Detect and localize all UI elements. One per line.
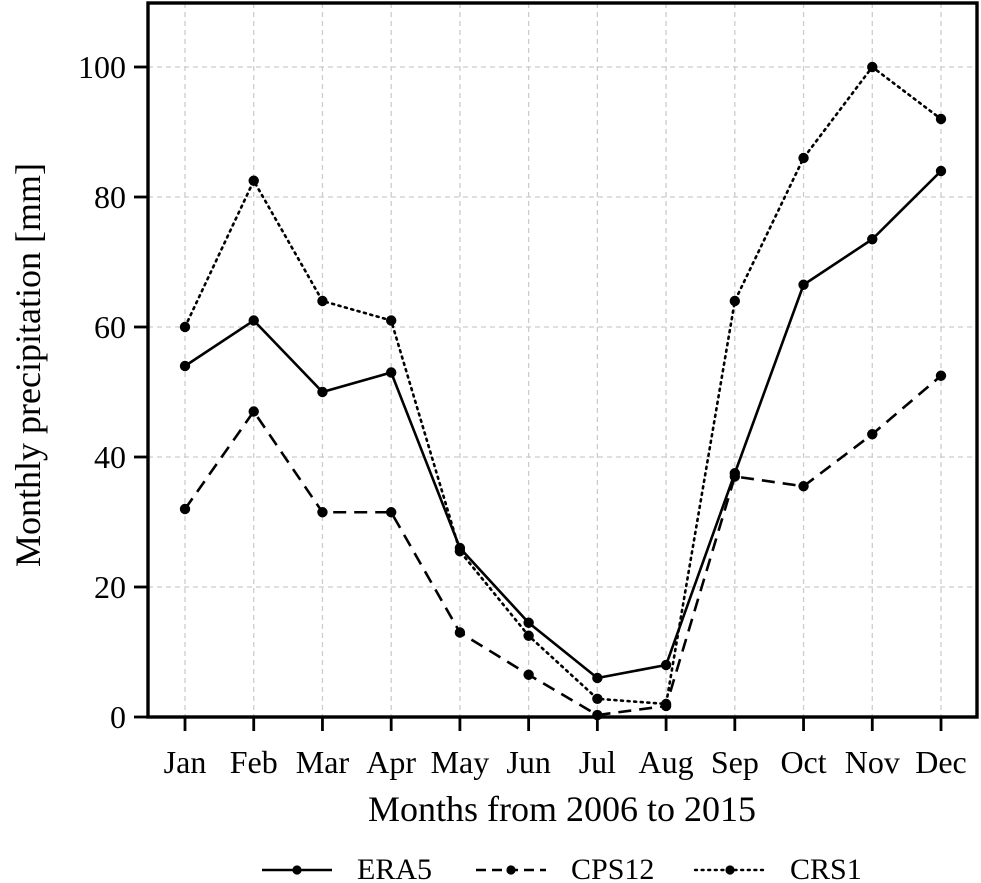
- y-tick-label: 20: [94, 569, 126, 605]
- data-point-marker: [248, 315, 259, 326]
- legend-label: CPS12: [571, 853, 654, 883]
- data-point-marker: [385, 315, 397, 326]
- x-tick-label: Nov: [845, 744, 900, 780]
- legend-marker: [725, 865, 735, 875]
- data-point-marker: [248, 406, 259, 417]
- data-point-marker: [729, 295, 741, 307]
- legend-marker: [506, 865, 516, 875]
- data-point-marker: [317, 386, 328, 398]
- data-point-marker: [523, 669, 534, 680]
- data-point-marker: [592, 693, 603, 704]
- data-point-marker: [798, 279, 809, 290]
- data-point-marker: [729, 468, 741, 479]
- x-tick-label: Apr: [366, 744, 416, 780]
- data-point-marker: [798, 152, 809, 164]
- y-tick-label: 60: [94, 309, 126, 345]
- data-point-marker: [935, 113, 947, 125]
- data-point-marker: [179, 360, 191, 372]
- data-point-marker: [592, 672, 603, 684]
- plot-frame: [146, 1, 979, 719]
- legend-label: ERA5: [357, 853, 432, 883]
- y-axis-title: Monthly precipitation [mm]: [8, 163, 48, 567]
- data-point-marker: [867, 234, 878, 245]
- legend-marker: [292, 865, 302, 875]
- tick-layer: [134, 65, 943, 731]
- grid-layer: [148, 3, 977, 718]
- series-era5: [179, 165, 947, 684]
- series-crs1: [179, 61, 947, 710]
- x-tick-label: Jul: [579, 744, 616, 780]
- data-point-marker: [179, 503, 191, 515]
- data-point-marker: [592, 709, 603, 721]
- x-tick-label: May: [431, 744, 490, 780]
- data-point-marker: [660, 659, 672, 671]
- data-point-marker: [317, 295, 328, 307]
- series-cps12-line: [183, 374, 942, 717]
- series-layer: [179, 61, 947, 721]
- data-point-marker: [248, 175, 259, 186]
- series-era5-line: [184, 170, 942, 680]
- data-point-marker: [523, 617, 534, 628]
- x-tick-label: Jun: [506, 744, 550, 780]
- legend: ERA5 CPS12 CRS1: [262, 853, 862, 883]
- data-point-marker: [867, 429, 878, 440]
- x-axis-title: Months from 2006 to 2015: [368, 789, 756, 829]
- legend-item-crs1: CRS1: [693, 853, 862, 883]
- data-point-marker: [523, 630, 534, 641]
- data-point-marker: [385, 367, 397, 378]
- data-point-marker: [867, 61, 878, 73]
- legend-item-era5: ERA5: [262, 853, 432, 883]
- y-tick-label: 0: [110, 699, 126, 735]
- x-tick-label: Mar: [296, 744, 350, 780]
- y-tick-label: 100: [78, 49, 126, 85]
- tick-label-layer: 0 20 40 60 80 100 Jan Feb Mar Apr May Jun Jul Aug Sep O…: [78, 49, 967, 780]
- y-tick-label: 80: [94, 179, 126, 215]
- data-point-marker: [935, 165, 947, 177]
- series-cps12: [179, 370, 947, 721]
- legend-item-cps12: CPS12: [476, 853, 654, 883]
- x-tick-label: Jan: [164, 744, 207, 780]
- x-tick-label: Feb: [230, 744, 278, 780]
- legend-label: CRS1: [790, 853, 862, 883]
- series-crs1-line: [183, 65, 943, 706]
- x-tick-label: Aug: [639, 744, 694, 780]
- y-tick-label: 40: [94, 439, 126, 475]
- data-point-marker: [935, 370, 947, 381]
- data-point-marker: [454, 627, 466, 638]
- data-point-marker: [454, 542, 466, 554]
- data-point-marker: [798, 481, 809, 492]
- data-point-marker: [317, 507, 328, 518]
- data-point-marker: [660, 700, 672, 712]
- x-tick-label: Dec: [915, 744, 967, 780]
- x-tick-label: Oct: [780, 744, 826, 780]
- data-point-marker: [179, 321, 191, 333]
- x-tick-label: Sep: [711, 744, 759, 780]
- data-point-marker: [385, 507, 397, 518]
